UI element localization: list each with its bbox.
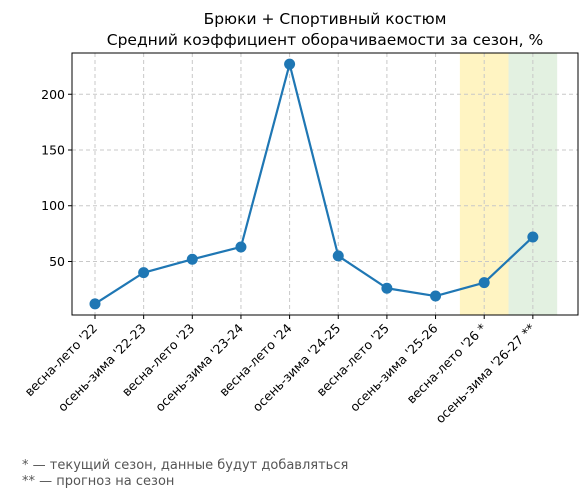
y-tick-label-3: 200 [41,87,65,102]
data-point-0 [89,298,101,310]
plot-frame [71,52,579,316]
highlight-band-0 [459,53,509,315]
x-tick-label-7: осень-зима '25-26 [347,320,441,414]
highlight-band-1 [508,53,558,315]
footnote-forecast: ** — прогноз на сезон [22,474,174,489]
y-tick-label-2: 150 [41,142,65,157]
data-point-5 [332,250,344,262]
data-point-3 [235,241,247,253]
data-point-4 [284,58,296,70]
series-line-0 [94,63,534,305]
data-point-9 [527,231,539,243]
chart-subtitle: Средний коэффициент оборачиваемости за с… [107,31,543,49]
x-tick-label-5: осень-зима '24-25 [249,321,343,415]
chart-title: Брюки + Спортивный костюм [204,10,447,28]
x-tick-label-1: осень-зима '22-23 [55,321,149,415]
highlight-bands [459,53,558,315]
y-tick-label-1: 100 [41,198,65,213]
data-point-2 [186,253,198,265]
series-layer [89,58,539,310]
data-point-6 [381,282,393,294]
data-point-7 [430,290,442,302]
footnote-current-season: * — текущий сезон, данные будут добавлят… [22,458,348,473]
data-point-8 [478,277,490,289]
x-tick-label-3: осень-зима '23-24 [152,320,246,414]
data-point-1 [138,267,150,279]
x-tick-label-9: осень-зима '26-27 ** [432,321,538,427]
y-tick-label-0: 50 [49,254,65,269]
